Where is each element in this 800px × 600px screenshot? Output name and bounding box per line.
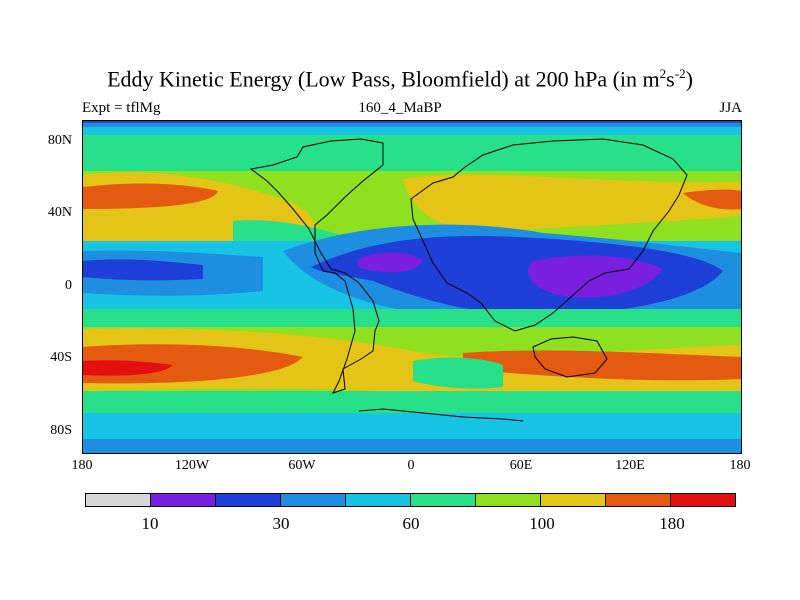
colorbar-swatch-1 (150, 493, 216, 507)
contour-nh-high-lat (83, 135, 741, 175)
contour-indian-ocean-min (528, 255, 663, 298)
experiment-label: Expt = tflMg (82, 100, 161, 116)
colorbar-label-100: 100 (529, 514, 555, 533)
contour-africa-min (358, 252, 423, 273)
lat-label-80n: 80N (47, 133, 72, 148)
coastlines (249, 138, 688, 422)
colorbar-swatch-3 (280, 493, 346, 507)
lat-label-0: 0 (65, 278, 72, 293)
contour-nh-pacific-core (83, 183, 218, 209)
contour-sh-atlantic-dip (413, 357, 503, 389)
contour-sh-jet (83, 328, 741, 395)
contour-sh-pacific-max (83, 360, 173, 376)
lon-label-120e: 120E (615, 458, 645, 473)
colorbar-swatch-8 (605, 493, 671, 507)
case-label: 160_4_MaBP (358, 100, 442, 116)
lon-label-60e: 60E (509, 458, 533, 473)
contour-nh-eurasia-band (403, 174, 741, 232)
colorbar-swatch-2 (215, 493, 281, 507)
lat-label-40s: 40S (50, 350, 72, 365)
lat-label-40n: 40N (47, 205, 72, 220)
contour-arctic-edge (83, 121, 741, 127)
plot-title: Eddy Kinetic Energy (Low Pass, Bloomfiel… (107, 66, 693, 92)
lon-label-60w: 60W (288, 458, 316, 473)
season-label: JJA (719, 100, 742, 116)
australia-outline (532, 336, 608, 378)
contour-antarctic-edge (83, 439, 741, 453)
colorbar-swatch-7 (540, 493, 606, 507)
colorbar-swatch-6 (475, 493, 541, 507)
lon-label-180w: 180 (71, 458, 93, 473)
lon-label-180e: 180 (729, 458, 751, 473)
colorbar-label-60: 60 (402, 514, 420, 533)
colorbar-label-10: 10 (141, 514, 159, 533)
colorbar-label-30: 30 (272, 514, 290, 533)
contour-nh-dateline-core (683, 189, 741, 210)
map-plot-area (82, 120, 742, 454)
lon-label-120w: 120W (174, 458, 210, 473)
colorbar-swatch-0 (85, 493, 151, 507)
lon-label-0: 0 (407, 458, 415, 473)
antarctica-outline (358, 408, 524, 422)
colorbar-label-180: 180 (659, 514, 685, 533)
lat-label-80s: 80S (50, 423, 72, 438)
americas-outline (249, 138, 384, 394)
colorbar-swatch-4 (345, 493, 411, 507)
colorbar-swatch-9 (670, 493, 736, 507)
map-top-edge (83, 121, 741, 123)
colorbar-swatch-5 (410, 493, 476, 507)
contour-tropics-pacific-min (83, 259, 203, 281)
eurasia-africa-outline (410, 138, 688, 332)
contour-map (83, 121, 741, 453)
